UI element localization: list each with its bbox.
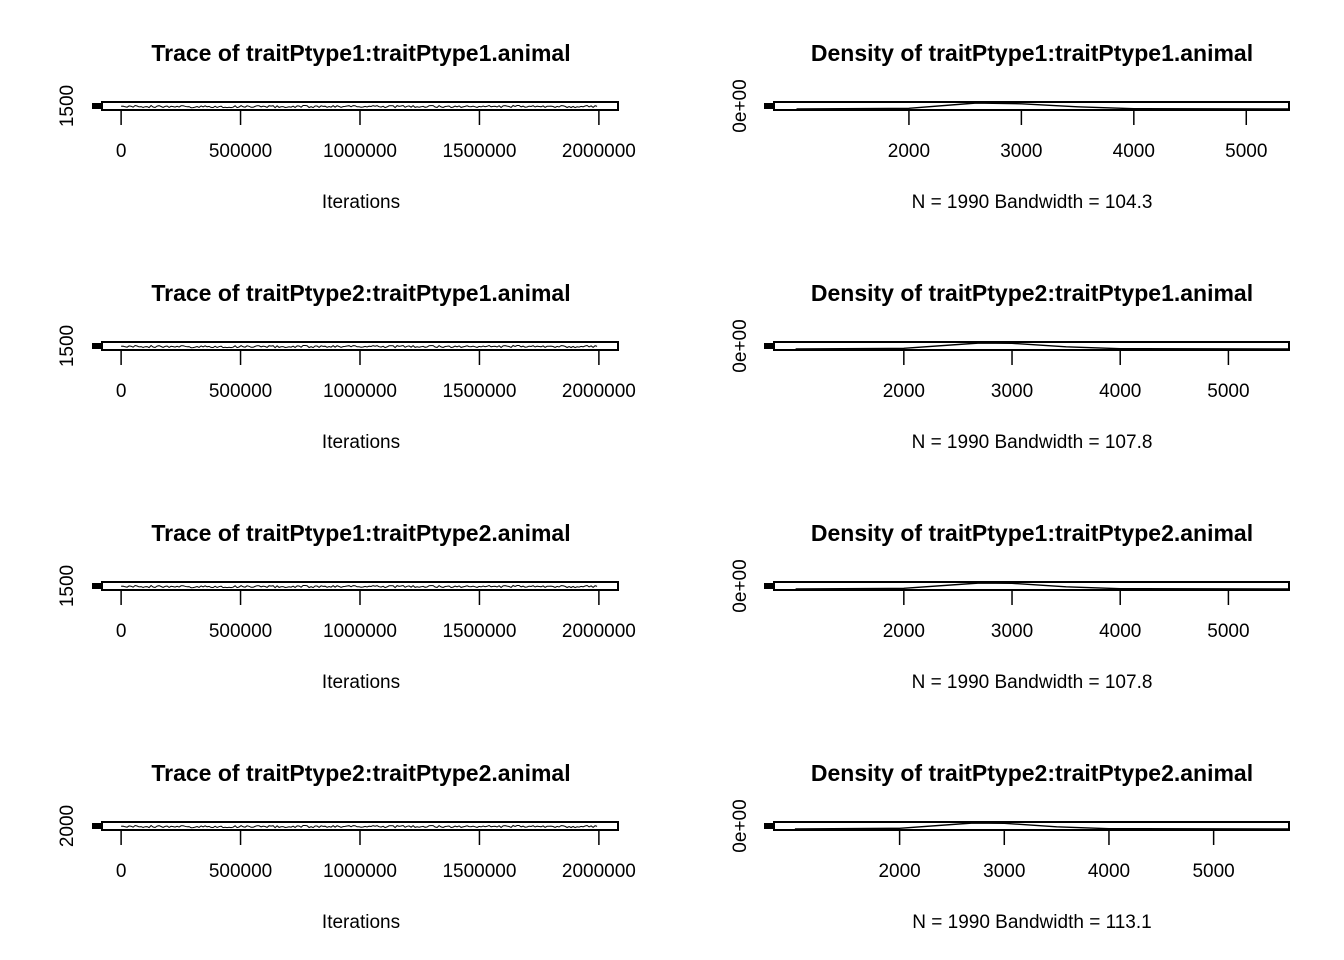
x-tick-label: 2000: [883, 621, 925, 642]
y-tick-label: 0e+00: [730, 319, 751, 372]
trace-line: [121, 344, 598, 349]
x-tick-label: 0: [116, 141, 127, 162]
trace-line: [121, 824, 598, 829]
y-tick-mark: [92, 343, 102, 349]
x-tick-label: 3000: [983, 861, 1025, 882]
density-curve: [794, 822, 1290, 830]
plot-frame: [101, 581, 619, 591]
x-tick-label: 1500000: [442, 621, 516, 642]
x-tick-label: 4000: [1099, 381, 1141, 402]
y-tick-mark: [92, 823, 102, 829]
x-axis-label: Iterations: [322, 912, 400, 933]
x-tick-label: 5000: [1192, 861, 1234, 882]
x-tick-label: 2000: [883, 381, 925, 402]
x-tick-label: 1500000: [442, 381, 516, 402]
panel-title: Trace of traitPtype1:traitPtype1.animal: [151, 40, 570, 66]
panel-title: Density of traitPtype2:traitPtype1.anima…: [811, 280, 1253, 306]
panel-trace-4: Trace of traitPtype2:traitPtype2.animal 0…: [57, 760, 636, 933]
x-tick-label: 4000: [1099, 621, 1141, 642]
panel-title: Trace of traitPtype2:traitPtype1.animal: [151, 280, 570, 306]
panel-density-3: Density of traitPtype1:traitPtype2.anima…: [730, 520, 1290, 693]
plot-frame: [101, 101, 619, 111]
x-tick-label: 2000000: [562, 861, 636, 882]
panel-title: Trace of traitPtype1:traitPtype2.animal: [151, 520, 570, 546]
y-tick-mark: [764, 823, 774, 829]
y-tick-label: 1500: [57, 565, 78, 607]
panel-title: Density of traitPtype2:traitPtype2.anima…: [811, 760, 1253, 786]
y-tick-mark: [92, 583, 102, 589]
panel-density-4: Density of traitPtype2:traitPtype2.anima…: [730, 760, 1290, 933]
x-tick-label: 1500000: [442, 861, 516, 882]
trace-line: [121, 104, 598, 109]
x-axis-label: N = 1990 Bandwidth = 104.3: [912, 192, 1153, 213]
x-tick-label: 2000000: [562, 381, 636, 402]
x-tick-label: 1000000: [323, 621, 397, 642]
density-curve: [795, 342, 1290, 350]
x-tick-label: 3000: [991, 621, 1033, 642]
x-axis-label: N = 1990 Bandwidth = 107.8: [912, 672, 1153, 693]
density-curve: [795, 582, 1290, 590]
panel-density-2: Density of traitPtype2:traitPtype1.anima…: [730, 280, 1290, 453]
x-axis-label: N = 1990 Bandwidth = 113.1: [912, 912, 1151, 933]
y-tick-label: 1500: [57, 85, 78, 127]
panel-density-1: Density of traitPtype1:traitPtype1.anima…: [730, 40, 1290, 213]
y-tick-mark: [764, 343, 774, 349]
y-tick-label: 0e+00: [730, 799, 751, 852]
x-tick-label: 5000: [1207, 381, 1249, 402]
y-tick-label: 2000: [57, 805, 78, 847]
y-tick-label: 1500: [57, 325, 78, 367]
x-axis-label: Iterations: [322, 192, 400, 213]
x-tick-label: 2000: [878, 861, 920, 882]
x-tick-label: 5000: [1207, 621, 1249, 642]
panel-title: Trace of traitPtype2:traitPtype2.animal: [151, 760, 570, 786]
x-tick-label: 4000: [1113, 141, 1155, 162]
x-tick-label: 500000: [209, 381, 272, 402]
trace-line: [121, 584, 598, 589]
plot-frame: [101, 341, 619, 351]
x-tick-label: 1500000: [442, 141, 516, 162]
x-tick-label: 3000: [1000, 141, 1042, 162]
panel-title: Density of traitPtype1:traitPtype2.anima…: [811, 520, 1253, 546]
x-tick-label: 4000: [1088, 861, 1130, 882]
panel-trace-1: Trace of traitPtype1:traitPtype1.animal 0…: [57, 40, 636, 213]
x-axis-label: N = 1990 Bandwidth = 107.8: [912, 432, 1153, 453]
y-tick-mark: [764, 583, 774, 589]
plot-frame: [101, 821, 619, 831]
x-tick-label: 2000000: [562, 621, 636, 642]
x-tick-label: 0: [116, 621, 127, 642]
x-tick-label: 1000000: [323, 861, 397, 882]
density-curve: [796, 102, 1290, 110]
x-tick-label: 0: [116, 381, 127, 402]
y-tick-mark: [92, 103, 102, 109]
x-tick-label: 500000: [209, 621, 272, 642]
x-tick-label: 5000: [1225, 141, 1267, 162]
x-axis-label: Iterations: [322, 432, 400, 453]
x-tick-label: 2000: [888, 141, 930, 162]
panel-trace-3: Trace of traitPtype1:traitPtype2.animal 0…: [57, 520, 636, 693]
panel-trace-2: Trace of traitPtype2:traitPtype1.animal 0…: [57, 280, 636, 453]
y-tick-label: 0e+00: [730, 79, 751, 132]
y-tick-mark: [764, 103, 774, 109]
panel-title: Density of traitPtype1:traitPtype1.anima…: [811, 40, 1253, 66]
x-tick-label: 500000: [209, 861, 272, 882]
x-tick-label: 1000000: [323, 381, 397, 402]
x-tick-label: 1000000: [323, 141, 397, 162]
x-tick-label: 3000: [991, 381, 1033, 402]
x-tick-label: 2000000: [562, 141, 636, 162]
x-axis-label: Iterations: [322, 672, 400, 693]
x-tick-label: 0: [116, 861, 127, 882]
x-tick-label: 500000: [209, 141, 272, 162]
y-tick-label: 0e+00: [730, 559, 751, 612]
